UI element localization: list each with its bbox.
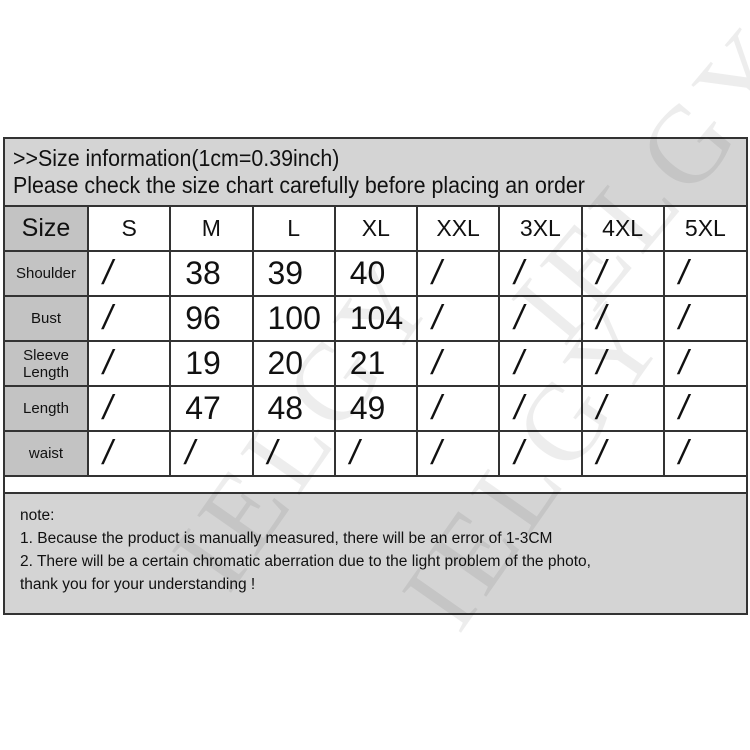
measurement-cell: 39 bbox=[251, 250, 336, 297]
measurement-cell: / bbox=[580, 250, 665, 297]
measurement-cell: / bbox=[169, 430, 254, 477]
measurement-cell: 20 bbox=[251, 340, 336, 387]
measurement-label: Bust bbox=[5, 295, 89, 342]
table-row: Sleeve Length/19 20 21// / / bbox=[5, 340, 746, 387]
measurement-cell: / bbox=[86, 295, 172, 342]
measurement-cell: / bbox=[333, 430, 419, 477]
note-item: thank you for your understanding ! bbox=[20, 576, 256, 593]
measurement-cell: 100 bbox=[251, 295, 336, 342]
size-corner-label: Size bbox=[5, 207, 89, 252]
measurement-cell: / bbox=[498, 430, 583, 477]
measurement-cell: 49 bbox=[333, 385, 419, 432]
size-column-header: L bbox=[251, 207, 336, 252]
measurement-cell: / bbox=[580, 385, 665, 432]
measurement-cell: / bbox=[498, 340, 583, 387]
measurement-cell: / bbox=[86, 430, 172, 477]
size-column-header: XL bbox=[333, 207, 419, 252]
measurement-cell: / bbox=[580, 340, 665, 387]
measurement-cell: / bbox=[662, 430, 746, 477]
size-info-title: >>Size information(1cm=0.39inch) bbox=[13, 145, 340, 171]
size-info-subtitle: Please check the size chart carefully be… bbox=[13, 172, 585, 198]
measurement-cell: / bbox=[415, 385, 501, 432]
measurement-cell: / bbox=[580, 295, 665, 342]
measurement-label: Length bbox=[5, 385, 89, 432]
measurement-cell: / bbox=[662, 340, 746, 387]
table-row: Shoulder/38 39 40// / / bbox=[5, 250, 746, 297]
size-column-header: 5XL bbox=[662, 207, 746, 252]
note-item: 2. There will be a certain chromatic abe… bbox=[20, 553, 591, 570]
size-column-header: XXL bbox=[415, 207, 501, 252]
measurement-cell: / bbox=[662, 295, 746, 342]
measurement-cell: 47 bbox=[169, 385, 254, 432]
measurement-cell: 21 bbox=[333, 340, 419, 387]
measurement-cell: / bbox=[86, 250, 172, 297]
measurement-cell: / bbox=[662, 250, 746, 297]
measurement-cell: / bbox=[415, 340, 501, 387]
measurement-cell: 40 bbox=[333, 250, 419, 297]
measurement-cell: 19 bbox=[169, 340, 254, 387]
size-table: Size S M L XL XXL 3XL 4XL 5XL Shoulder/38 39 40// / /… bbox=[5, 207, 746, 477]
measurement-cell: / bbox=[498, 385, 583, 432]
size-header-row: Size S M L XL XXL 3XL 4XL 5XL bbox=[5, 207, 746, 252]
measurement-label: Shoulder bbox=[5, 250, 89, 297]
note-item: 1. Because the product is manually measu… bbox=[20, 530, 553, 547]
measurement-cell: 48 bbox=[251, 385, 336, 432]
measurement-cell: / bbox=[662, 385, 746, 432]
notes-title: note: bbox=[20, 507, 55, 524]
table-row: Bust/96 100 104// / / bbox=[5, 295, 746, 342]
size-column-header: 4XL bbox=[580, 207, 665, 252]
measurement-cell: / bbox=[251, 430, 336, 477]
size-column-header: 3XL bbox=[498, 207, 583, 252]
measurement-label: Sleeve Length bbox=[5, 340, 89, 387]
measurement-cell: 96 bbox=[169, 295, 254, 342]
size-column-header: M bbox=[169, 207, 254, 252]
notes-section: note: 1. Because the product is manually… bbox=[5, 492, 746, 613]
measurement-cell: / bbox=[415, 295, 501, 342]
size-column-header: S bbox=[86, 207, 172, 252]
measurement-cell: 104 bbox=[333, 295, 419, 342]
chart-header: >>Size information(1cm=0.39inch) Please … bbox=[5, 139, 746, 207]
measurement-cell: / bbox=[580, 430, 665, 477]
measurement-cell: / bbox=[498, 250, 583, 297]
measurement-cell: / bbox=[415, 250, 501, 297]
measurement-cell: 38 bbox=[169, 250, 254, 297]
measurement-label: waist bbox=[5, 430, 89, 477]
measurement-cell: / bbox=[415, 430, 501, 477]
table-row: Length/47 48 49// / / bbox=[5, 385, 746, 432]
size-chart: >>Size information(1cm=0.39inch) Please … bbox=[3, 137, 748, 615]
measurement-cell: / bbox=[498, 295, 583, 342]
table-row: waist / / / / / / / / bbox=[5, 430, 746, 477]
measurement-cell: / bbox=[86, 340, 172, 387]
measurement-cell: / bbox=[86, 385, 172, 432]
